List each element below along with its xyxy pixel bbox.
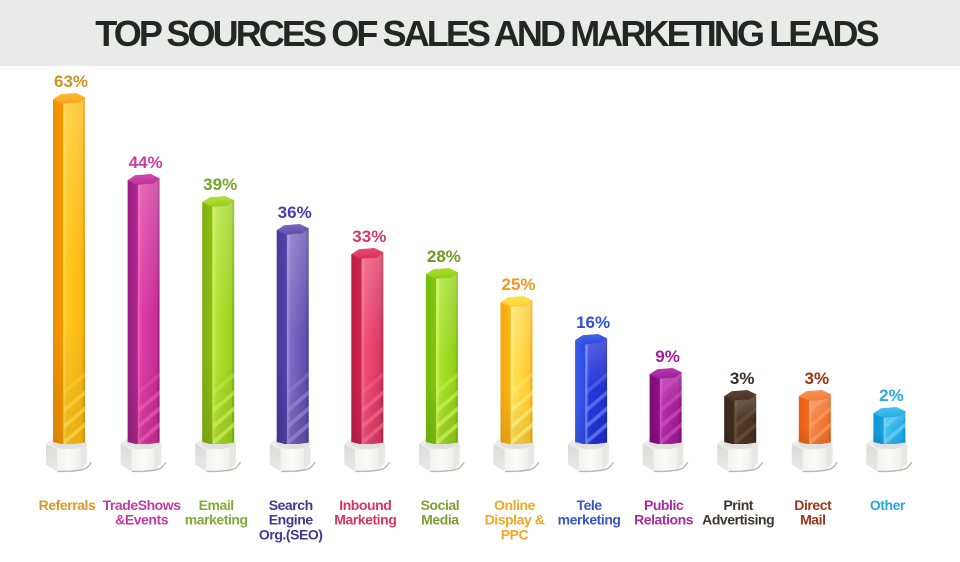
- svg-text:merketing: merketing: [558, 512, 621, 528]
- svg-text:3%: 3%: [805, 369, 830, 388]
- svg-text:44%: 44%: [129, 153, 163, 172]
- svg-text:&Events: &Events: [115, 512, 169, 528]
- svg-text:Org.(SEO): Org.(SEO): [259, 526, 323, 542]
- svg-text:PPC: PPC: [501, 526, 529, 542]
- svg-text:39%: 39%: [203, 175, 237, 194]
- svg-text:Marketing: Marketing: [334, 512, 396, 528]
- svg-text:33%: 33%: [352, 227, 386, 246]
- svg-text:2%: 2%: [879, 386, 904, 405]
- svg-text:Tele: Tele: [577, 497, 603, 513]
- svg-text:Media: Media: [421, 512, 459, 528]
- svg-text:63%: 63%: [54, 72, 88, 91]
- svg-text:Social: Social: [421, 497, 460, 513]
- svg-text:Search: Search: [269, 497, 313, 513]
- svg-text:Print: Print: [723, 497, 753, 513]
- svg-text:Referrals: Referrals: [39, 497, 96, 513]
- svg-text:25%: 25%: [501, 275, 535, 294]
- svg-text:3%: 3%: [730, 369, 755, 388]
- svg-text:TradeShows: TradeShows: [103, 497, 182, 513]
- svg-text:Display &: Display &: [485, 512, 545, 528]
- svg-text:Email: Email: [199, 497, 234, 513]
- svg-text:Inbound: Inbound: [339, 497, 391, 513]
- svg-text:Mail: Mail: [800, 512, 825, 528]
- svg-text:Advertising: Advertising: [702, 512, 774, 528]
- svg-text:Relations: Relations: [634, 512, 694, 528]
- svg-text:28%: 28%: [427, 247, 461, 266]
- svg-text:16%: 16%: [576, 313, 610, 332]
- svg-text:marketing: marketing: [185, 512, 248, 528]
- svg-text:9%: 9%: [655, 347, 680, 366]
- svg-text:Online: Online: [494, 497, 536, 513]
- svg-text:TOP SOURCES OF SALES AND MARKE: TOP SOURCES OF SALES AND MARKETING LEADS: [95, 13, 878, 54]
- svg-text:Direct: Direct: [794, 497, 832, 513]
- svg-text:36%: 36%: [278, 203, 312, 222]
- svg-text:Public: Public: [644, 497, 684, 513]
- svg-text:Other: Other: [870, 497, 906, 513]
- svg-text:Engine: Engine: [269, 512, 314, 528]
